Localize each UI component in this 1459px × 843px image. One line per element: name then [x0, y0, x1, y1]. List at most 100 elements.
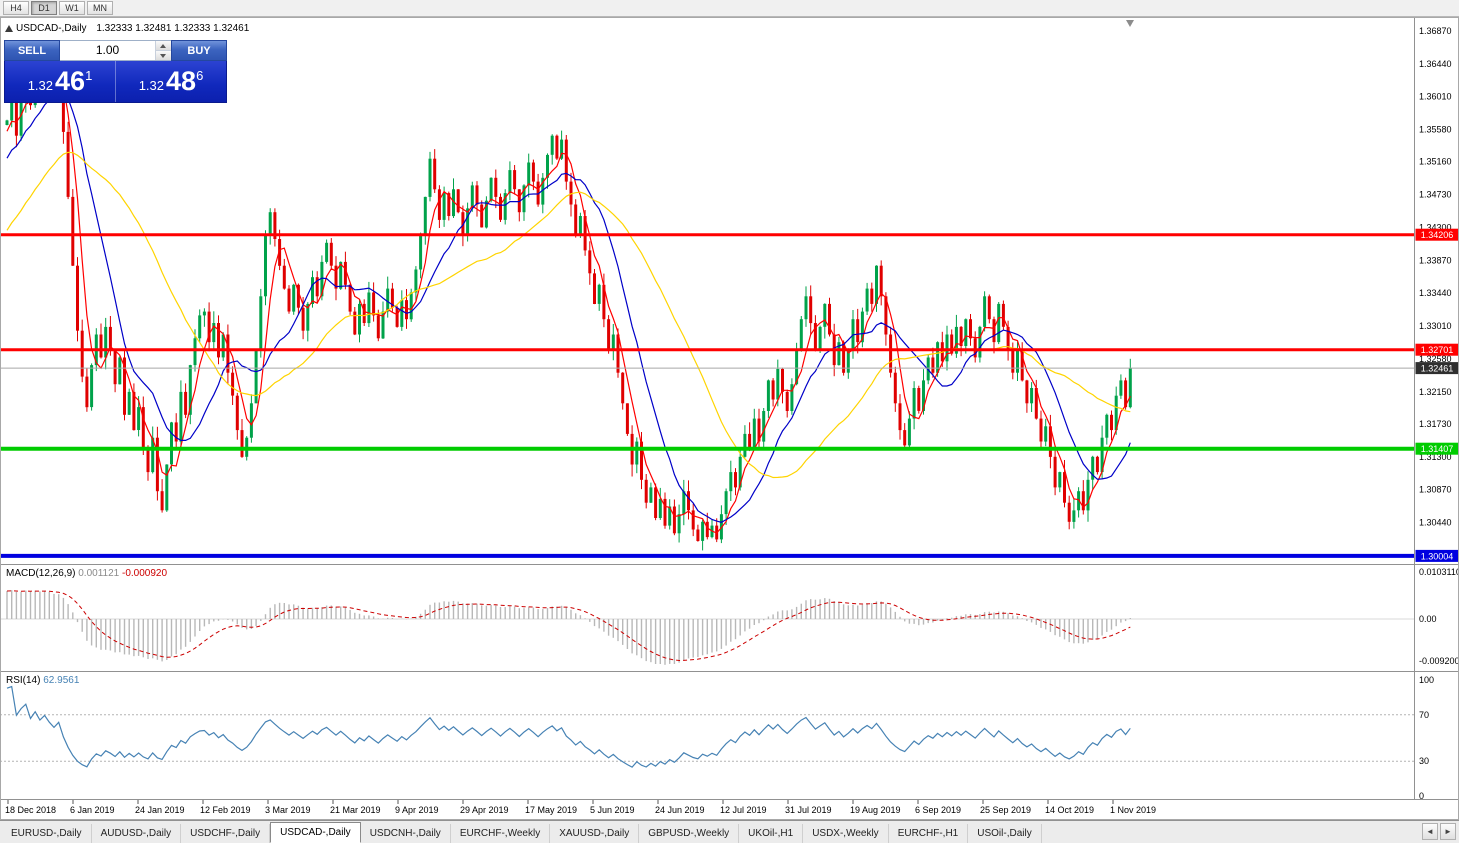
- price-badge: [1415, 549, 1459, 562]
- bid-price-digits: 46: [55, 66, 86, 96]
- rsi-axis-label: 100: [1419, 675, 1434, 685]
- macd-axis-label: 0.00: [1419, 614, 1437, 624]
- ask-price-digits: 48: [166, 66, 197, 96]
- date-axis-label: 1 Nov 2019: [1110, 805, 1156, 815]
- tabs-scroll-buttons: ◄ ►: [1420, 823, 1456, 840]
- tab-usdchf-daily[interactable]: USDCHF-,Daily: [181, 824, 271, 843]
- sell-button[interactable]: SELL: [4, 40, 60, 61]
- tab-usdcnh-daily[interactable]: USDCNH-,Daily: [361, 824, 451, 843]
- chart-tabs-bar: EURUSD-,Daily AUDUSD-,Daily USDCHF-,Daily U…: [0, 820, 1459, 843]
- date-axis-label: 12 Feb 2019: [200, 805, 251, 815]
- main-pane[interactable]: [0, 20, 1414, 558]
- date-axis-label: 3 Mar 2019: [265, 805, 311, 815]
- tab-usdcad-daily[interactable]: USDCAD-,Daily: [270, 822, 361, 843]
- macd-axis-label: -0.0092000: [1419, 656, 1459, 666]
- chart-ohlc-values: 1.32333 1.32481 1.32333 1.32461: [96, 23, 250, 34]
- bid-price[interactable]: 1.32 46 1: [5, 61, 116, 102]
- tab-ukoil-h1[interactable]: UKOil-,H1: [739, 824, 804, 843]
- volume-down-button[interactable]: [156, 51, 171, 60]
- price-axis-label: 1.34730: [1419, 190, 1452, 200]
- bid-price-prefix: 1.32: [27, 78, 54, 93]
- price-axis-label: 1.36870: [1419, 26, 1452, 36]
- volume-input[interactable]: 1.00: [60, 40, 171, 61]
- price-badge: [1415, 228, 1459, 241]
- timeframe-h4-button[interactable]: H4: [3, 1, 29, 15]
- chart-window: 1.36870 1.36440 1.36010 1.35580 1.35160 1.347…: [0, 17, 1459, 820]
- price-axis-label: 1.31730: [1419, 419, 1452, 429]
- rsi-axis-label: 0: [1419, 791, 1424, 801]
- rsi-pane[interactable]: [0, 685, 1414, 768]
- tab-gbpusd-weekly[interactable]: GBPUSD-,Weekly: [639, 824, 740, 843]
- timeframe-d1-button[interactable]: D1: [31, 1, 57, 15]
- one-click-panel-toggle-icon[interactable]: [5, 25, 13, 32]
- price-axis-label: 1.30440: [1419, 518, 1452, 528]
- date-axis-label: 18 Dec 2018: [5, 805, 56, 815]
- price-badge: [1415, 442, 1459, 455]
- tab-usdx-weekly[interactable]: USDX-,Weekly: [803, 824, 889, 843]
- bid-price-sup: 1: [85, 68, 93, 83]
- price-axis-label: 1.30870: [1419, 485, 1452, 495]
- macd-value-main: 0.001121: [78, 568, 120, 579]
- price-badge: [1415, 343, 1459, 356]
- trade-panel-top-row: SELL 1.00 BUY: [4, 40, 227, 61]
- chart-shift-marker-icon[interactable]: [1126, 20, 1134, 27]
- tab-usoil-daily[interactable]: USOil-,Daily: [968, 824, 1042, 843]
- candlestick-series: [5, 44, 1132, 551]
- pane-separators[interactable]: [0, 17, 1459, 800]
- ask-price-prefix: 1.32: [138, 78, 165, 93]
- chart-symbol-period: USDCAD-,Daily: [16, 23, 87, 34]
- macd-signal-line: [6, 590, 1131, 662]
- tabs-scroll-left-icon[interactable]: ◄: [1422, 823, 1438, 840]
- trade-panel-price-row: 1.32 46 1 1.32 48 6: [4, 61, 227, 103]
- timeframe-mn-button[interactable]: MN: [87, 1, 113, 15]
- price-chart-canvas[interactable]: 1.36870 1.36440 1.36010 1.35580 1.35160 1.347…: [0, 17, 1459, 820]
- date-axis-label: 29 Apr 2019: [460, 805, 509, 815]
- date-axis-label: 19 Aug 2019: [850, 805, 901, 815]
- ask-price-sup: 6: [196, 68, 204, 83]
- date-axis-label: 17 May 2019: [525, 805, 577, 815]
- price-badge-label: 1.31407: [1421, 444, 1454, 454]
- one-click-trading-panel: SELL 1.00 BUY 1.32 46 1 1.32: [4, 40, 227, 103]
- price-axis-label: 1.32150: [1419, 387, 1452, 397]
- price-axis-label: 1.35580: [1419, 125, 1452, 135]
- tab-eurchf-weekly[interactable]: EURCHF-,Weekly: [451, 824, 551, 843]
- rsi-value: 62.9561: [43, 675, 80, 686]
- volume-value[interactable]: 1.00: [95, 43, 120, 57]
- date-axis-label: 21 Mar 2019: [330, 805, 381, 815]
- macd-value-signal: -0.000920: [122, 568, 168, 579]
- tabs-scroll-right-icon[interactable]: ►: [1440, 823, 1456, 840]
- price-badge-label: 1.32461: [1421, 364, 1454, 374]
- rsi-line: [6, 685, 1131, 768]
- ask-price[interactable]: 1.32 48 6: [116, 61, 226, 102]
- price-badge-label: 1.30004: [1421, 551, 1454, 561]
- date-axis-label: 6 Jan 2019: [70, 805, 115, 815]
- price-badge: [1415, 362, 1459, 375]
- tab-eurchf-h1[interactable]: EURCHF-,H1: [889, 824, 969, 843]
- timeframe-w1-button[interactable]: W1: [59, 1, 85, 15]
- tab-xauusd-daily[interactable]: XAUUSD-,Daily: [550, 824, 640, 843]
- macd-axis-label: 0.0103110: [1419, 567, 1459, 577]
- macd-pane[interactable]: [0, 590, 1414, 665]
- volume-up-button[interactable]: [156, 41, 171, 51]
- price-axis-label: 1.32580: [1419, 354, 1452, 364]
- ma-slow-line: [6, 151, 1131, 479]
- tab-eurusd-daily[interactable]: EURUSD-,Daily: [2, 824, 92, 843]
- price-axis-label: 1.33010: [1419, 321, 1452, 331]
- rsi-label: RSI(14) 62.9561: [6, 675, 79, 686]
- price-axis[interactable]: 1.36870 1.36440 1.36010 1.35580 1.35160 1.347…: [1415, 26, 1459, 801]
- rsi-axis-label: 70: [1419, 710, 1429, 720]
- date-axis-label: 6 Sep 2019: [915, 805, 961, 815]
- timeframes-toolbar: H4 D1 W1 MN: [0, 0, 1459, 17]
- price-badge-label: 1.34206: [1421, 230, 1454, 240]
- price-axis-label: 1.34300: [1419, 223, 1452, 233]
- date-axis[interactable]: 18 Dec 2018 6 Jan 2019 24 Jan 2019 12 Feb 2…: [5, 800, 1156, 815]
- date-axis-label: 31 Jul 2019: [785, 805, 832, 815]
- date-axis-label: 25 Sep 2019: [980, 805, 1031, 815]
- price-axis-label: 1.36440: [1419, 59, 1452, 69]
- price-axis-label: 1.33440: [1419, 288, 1452, 298]
- ma-mid-line: [6, 91, 1131, 523]
- buy-button[interactable]: BUY: [171, 40, 227, 61]
- tab-audusd-daily[interactable]: AUDUSD-,Daily: [92, 824, 182, 843]
- date-axis-label: 12 Jul 2019: [720, 805, 767, 815]
- date-axis-label: 14 Oct 2019: [1045, 805, 1094, 815]
